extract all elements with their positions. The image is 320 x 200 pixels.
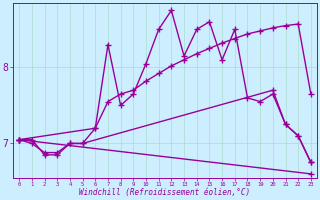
X-axis label: Windchill (Refroidissement éolien,°C): Windchill (Refroidissement éolien,°C)	[79, 188, 251, 197]
